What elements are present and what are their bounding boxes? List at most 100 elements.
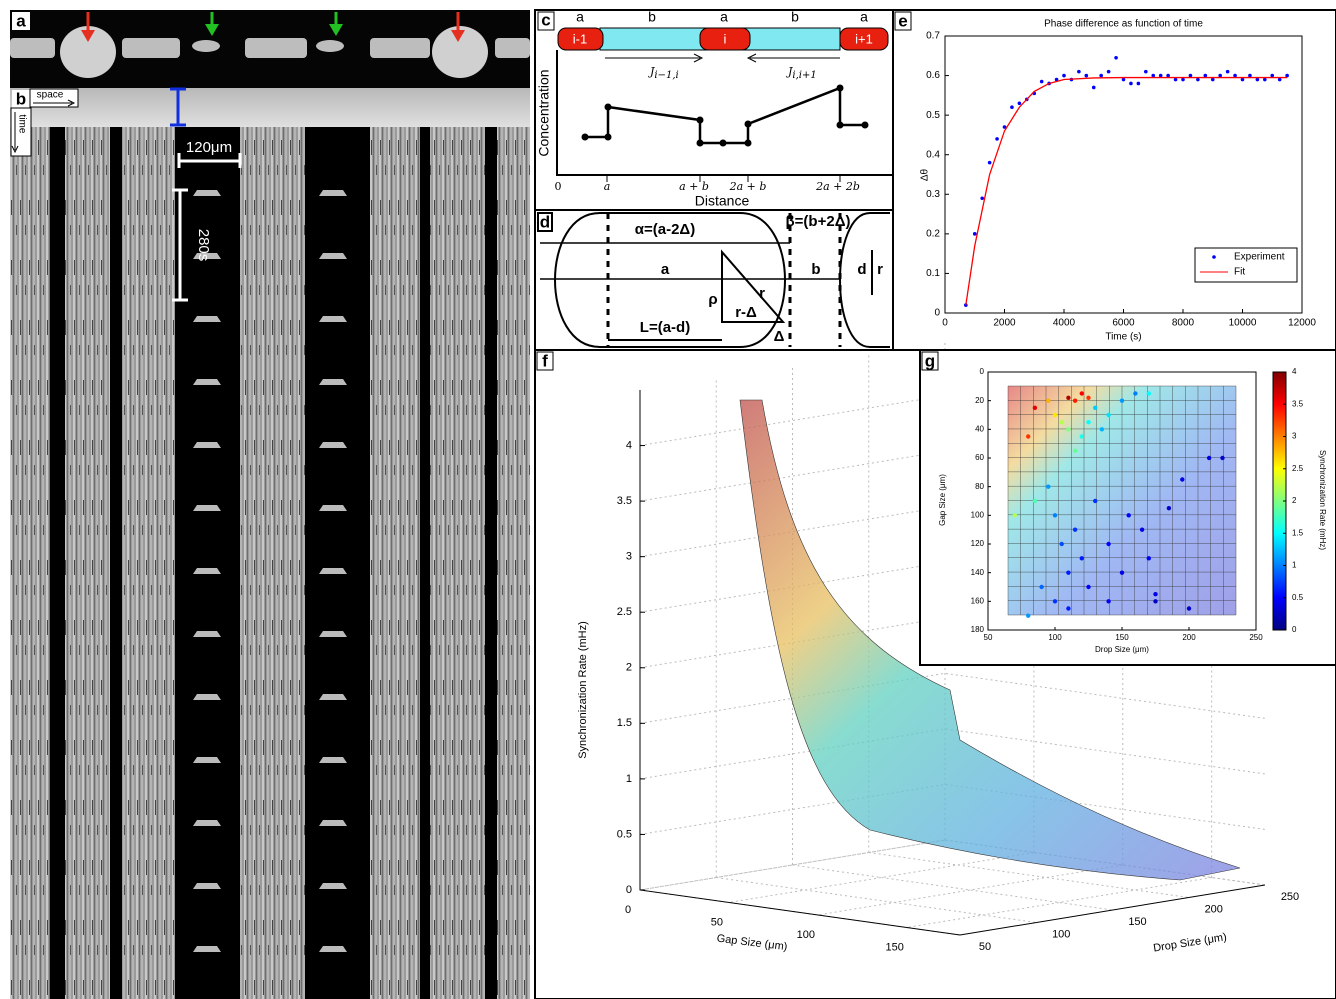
drop-label: i-1 [573,31,587,46]
data-point [1121,77,1126,82]
data-point [1151,73,1156,78]
drop-trace [193,568,221,574]
image-panel: a b space time 120μm 280s [10,10,530,999]
drop-trace [319,253,347,259]
x-tick-label: 8000 [1172,318,1195,329]
droplets-rect [495,38,530,58]
data-point [1091,85,1096,90]
data-point [1158,73,1163,78]
data-point [1188,73,1193,78]
x-tick-label: 150 [885,941,903,953]
x-axis-label: Drop Size (μm) [1095,645,1149,654]
streak-column [10,127,50,999]
x-tick-label: 0 [625,904,631,916]
image-panel-path [33,99,76,107]
label-box [921,351,939,371]
fit-line [965,76,1288,306]
data-point [1079,434,1085,439]
data-point [1026,613,1031,618]
legend-label: Fit [1234,267,1245,278]
data-point [1046,398,1051,403]
streak-column [122,127,175,999]
drop-trace [193,757,221,763]
panel-label: e [898,11,907,30]
image-panel-rect [10,88,530,127]
colorbar-tick-label: 1.5 [1292,528,1304,537]
data-point [1059,541,1064,547]
drop-trace [319,379,347,385]
surface [739,399,1241,881]
streak-column [430,127,485,999]
z-tick-label: 2 [626,662,632,674]
data-point [1106,541,1111,547]
l-label: L=(a-d) [640,319,690,336]
y-tick-label: 0 [934,308,940,319]
data-point [1218,73,1222,78]
drop-trace [319,820,347,826]
data-point [1093,405,1098,411]
data-point [1263,77,1267,82]
data-point [1210,77,1215,82]
data-point [1153,599,1158,604]
data-point [1072,448,1078,454]
x-tick-label: 50 [984,633,993,642]
y-axis-label: Concentration [536,69,552,156]
droplets-ellipse [316,40,344,52]
z-tick-label: 0.5 [617,828,632,840]
data-point [1225,69,1230,74]
y-tick-label: 60 [975,453,984,462]
delta-label: Δ [774,328,785,345]
profile-dots-circle [744,120,752,128]
drop-trace [319,631,347,637]
b-label: b [811,261,820,278]
data-point [1086,419,1091,425]
z-tick-label: 3 [626,551,632,563]
data-point [1066,427,1071,432]
panel-d-path [608,249,786,341]
profile-dots-circle [604,103,612,111]
flux-left-tspan: J [648,65,655,78]
profile-dots-circle [581,133,589,141]
data-point [1233,73,1237,78]
colorbar-tick-label: 0 [1292,625,1297,634]
drop-trace [193,253,221,259]
x-tick-label: 150 [1115,633,1129,642]
data-point [1099,427,1105,432]
y-tick-label: 100 [1052,928,1070,940]
beta-label: β=(b+2Δ) [786,213,851,230]
data-point [1026,434,1031,439]
z-tick-label: 2.5 [617,606,632,618]
data-point [1032,405,1038,411]
droplets-rect [122,38,180,58]
z-tick-label: 0 [626,884,632,896]
x-tick-label: 200 [1182,633,1196,642]
y-tick-label: 20 [975,396,984,405]
y-tick-label: 250 [1281,891,1299,903]
panel-d-path [606,213,842,347]
x-tick-label: 2000 [993,318,1016,329]
x-tick-label: 12000 [1288,318,1316,329]
data-point [1146,556,1152,561]
data-point [972,232,977,236]
r-label: r [759,285,765,302]
arrows-path [451,30,465,42]
panel-d-path [554,212,786,348]
drop-trace [319,694,347,700]
drop-trace [319,757,347,763]
data-point [964,303,968,307]
segment-label: b [791,9,799,25]
kymograph [10,127,530,999]
blue-bar [170,87,186,127]
profile-dots-circle [696,116,704,124]
y-axis-label: Δθ [920,168,931,181]
data-point [1146,391,1152,396]
drop-trace [193,505,221,511]
y-tick-label: 40 [975,424,984,433]
panel-c-path [605,53,840,63]
z-tick-label: 4 [626,439,632,451]
data-point [1059,419,1064,425]
y-tick-label: 0 [980,367,985,376]
x-tick-label: 100 [1048,633,1062,642]
y-tick-label: 0.2 [926,228,940,239]
flux-right: Ji,i+1 [786,65,817,81]
